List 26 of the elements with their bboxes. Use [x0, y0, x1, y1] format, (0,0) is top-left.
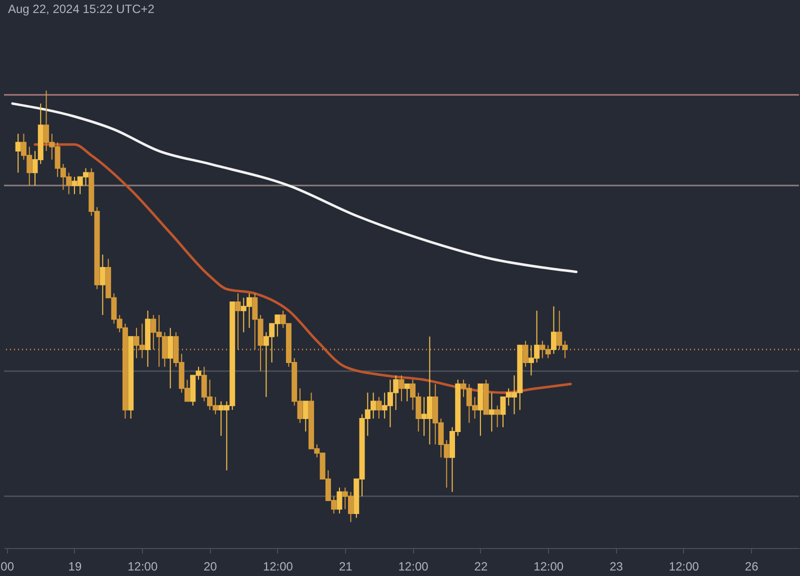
x-tick-label: 23 [610, 560, 624, 574]
candlestick [336, 487, 342, 514]
x-tick-label: 12:00 [534, 560, 564, 574]
candlestick [168, 327, 174, 389]
candlestick [235, 292, 241, 350]
candlestick [302, 400, 308, 432]
x-tick-label: 12:00 [128, 560, 158, 574]
candlestick [376, 396, 382, 420]
candlestick [15, 133, 21, 174]
x-tick-label: 19 [68, 560, 82, 574]
candlestick [398, 374, 404, 402]
candlestick [404, 384, 410, 402]
candlestick [100, 254, 106, 316]
x-tick-label: 00 [0, 560, 14, 574]
candlestick [522, 340, 528, 368]
candlestick [494, 405, 500, 428]
candlestick [488, 392, 494, 432]
x-tick-label: 12:00 [398, 560, 429, 574]
x-tick-label: 12:00 [668, 560, 700, 574]
x-tick-label: 22 [474, 560, 488, 574]
x-tick-label: 12:00 [262, 560, 294, 574]
candlestick [550, 306, 556, 354]
x-tick-label: 21 [338, 560, 353, 574]
text: Aug 22, 2024 15:22 UTC+2 [8, 2, 155, 16]
x-tick-label: 26 [744, 560, 759, 574]
x-tick-label: 20 [204, 560, 218, 574]
